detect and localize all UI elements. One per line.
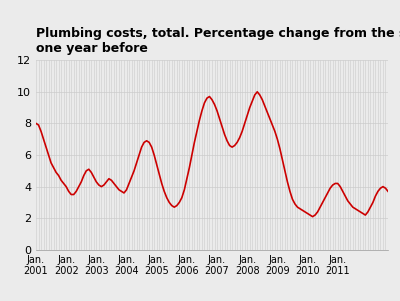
Text: Plumbing costs, total. Percentage change from the same month
one year before: Plumbing costs, total. Percentage change… (36, 27, 400, 55)
